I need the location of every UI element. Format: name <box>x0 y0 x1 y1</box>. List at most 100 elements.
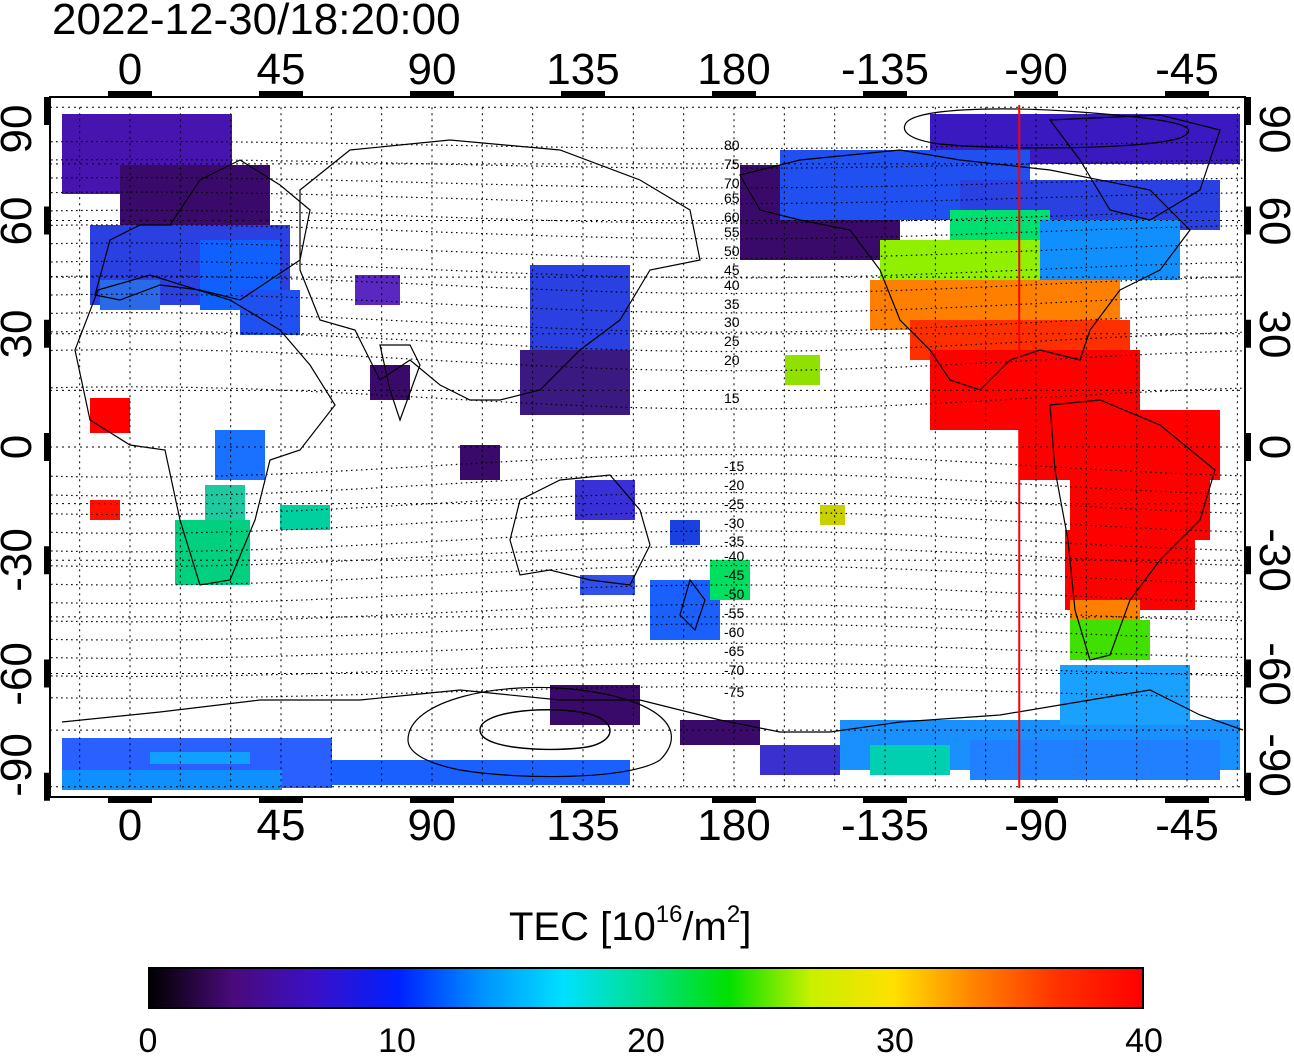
mlat-contour <box>50 491 1245 516</box>
bottom-longitude-tick-label: -135 <box>840 801 930 850</box>
tec-region-north-america <box>740 114 1240 430</box>
mlat-label: 75 <box>724 155 740 172</box>
frame-tick-bar <box>561 91 606 97</box>
mlat-contour <box>50 545 1245 568</box>
magnetic-pole-north <box>903 108 1190 149</box>
mlat-label: -30 <box>724 514 745 531</box>
tec-region-arctic-europe <box>62 114 300 335</box>
colorbar-tick-label: 40 <box>1125 1022 1163 1060</box>
frame-tick-bar <box>863 797 908 803</box>
top-longitude-tick-label: 180 <box>697 45 771 94</box>
lat-lon-grid <box>50 106 1245 788</box>
timestamp: 2022-12-30/18:20:00 <box>52 0 461 44</box>
right-latitude-tick-label: -90 <box>1250 732 1294 797</box>
colorbar-title-end: ] <box>740 905 752 949</box>
mlat-label: 15 <box>724 389 740 406</box>
colorbar-tick-label: 0 <box>138 1022 158 1060</box>
frame-tick-bar <box>44 206 50 235</box>
mlat-label: 40 <box>724 276 740 293</box>
mlat-contour <box>50 224 1245 240</box>
mlat-label: -50 <box>724 586 745 603</box>
mlat-contour <box>50 564 1245 586</box>
frame-tick-bar <box>1245 546 1251 575</box>
mlat-label: 20 <box>724 352 740 369</box>
mlat-label: -45 <box>724 567 745 584</box>
colorbar-title-unit-exponent: 2 <box>726 901 741 928</box>
coastline-india <box>379 344 421 422</box>
top-longitude-tick-label: 90 <box>407 45 457 94</box>
mlat-label: 30 <box>724 314 740 331</box>
frame-tick-bar <box>108 797 152 803</box>
mlat-label: 80 <box>724 137 740 153</box>
colorbar-tick-label: 30 <box>876 1022 914 1060</box>
mlat-label: -65 <box>724 642 745 659</box>
coastline-antarctica <box>61 689 1244 733</box>
mlat-label: 50 <box>724 242 740 259</box>
frame-tick-bar <box>410 91 455 97</box>
mlat-label: -70 <box>724 661 745 678</box>
mlat-contour <box>50 293 1245 314</box>
frame-tick-bar <box>863 91 908 97</box>
mlat-contour <box>50 603 1245 623</box>
mlat-contour <box>50 454 1245 478</box>
top-longitude-tick-label: -45 <box>1155 45 1219 94</box>
mlat-contour <box>50 311 1245 333</box>
coastline-new-zealand <box>679 578 706 632</box>
coastline-europe <box>94 159 311 301</box>
frame-tick-bar <box>44 546 50 575</box>
mlat-label: 45 <box>724 261 740 278</box>
mlat-contour <box>50 662 1245 678</box>
frame-tick-bar <box>1245 206 1251 235</box>
mlat-contour <box>50 242 1245 259</box>
left-latitude-tick-label: -90 <box>0 732 41 797</box>
frame-tick-bar <box>1245 659 1251 688</box>
frame-tick-bar <box>108 91 152 97</box>
colorbar-title-exponent: 16 <box>655 901 683 928</box>
frame-tick-bar <box>712 797 757 803</box>
frame-tick-bar <box>44 659 50 688</box>
bottom-longitude-tick-label: 90 <box>407 801 457 850</box>
top-longitude-tick-label: -135 <box>840 45 930 94</box>
coastlines <box>61 108 1244 778</box>
tec-region-asia <box>355 265 635 595</box>
frame-tick-bar <box>410 797 455 803</box>
colorbar-title-unit: /m <box>682 905 727 949</box>
mlat-contour <box>50 140 1245 150</box>
bottom-longitude-tick-label: 180 <box>697 801 771 850</box>
frame-tick-bar <box>561 797 606 803</box>
mlat-contour <box>50 176 1245 189</box>
mlat-label: 25 <box>724 333 740 350</box>
mlat-contour <box>50 349 1245 372</box>
top-longitude-tick-label: 0 <box>117 45 143 94</box>
frame-tick-bar <box>1165 91 1210 97</box>
mlat-label: 65 <box>724 189 740 206</box>
mlat-contour <box>50 386 1245 410</box>
coastline-asia <box>299 139 701 401</box>
mlat-label: -15 <box>724 457 745 474</box>
bottom-longitude-tick-label: 0 <box>117 801 143 850</box>
tec-region-africa <box>90 398 330 585</box>
colorbar-title-main: TEC [10 <box>509 905 656 949</box>
frame-tick-bar <box>1245 772 1251 801</box>
mlat-contour <box>50 642 1245 659</box>
mlat-label: -25 <box>724 495 745 512</box>
mlat-label: -60 <box>724 623 745 640</box>
mlat-contour <box>50 158 1245 169</box>
mlat-label: -75 <box>724 684 745 701</box>
mlat-contour <box>50 330 1245 353</box>
colorbar-tick-label: 10 <box>378 1022 416 1060</box>
coastline-south-america <box>1049 399 1216 661</box>
frame-tick-bar <box>1245 97 1251 125</box>
mlat-contour <box>50 260 1245 279</box>
frame-tick-bar <box>712 91 757 97</box>
frame-tick-bar <box>259 91 304 97</box>
top-longitude-tick-label: 135 <box>546 45 620 94</box>
frame-tick-bar <box>44 97 50 125</box>
colorbar-tick-label: 20 <box>627 1022 665 1060</box>
frame-tick-bar <box>1014 91 1059 97</box>
coastline-australia <box>509 474 651 586</box>
mlat-label: 55 <box>724 223 740 240</box>
mlat-label: 35 <box>724 295 740 312</box>
bottom-longitude-tick-label: 45 <box>256 801 306 850</box>
